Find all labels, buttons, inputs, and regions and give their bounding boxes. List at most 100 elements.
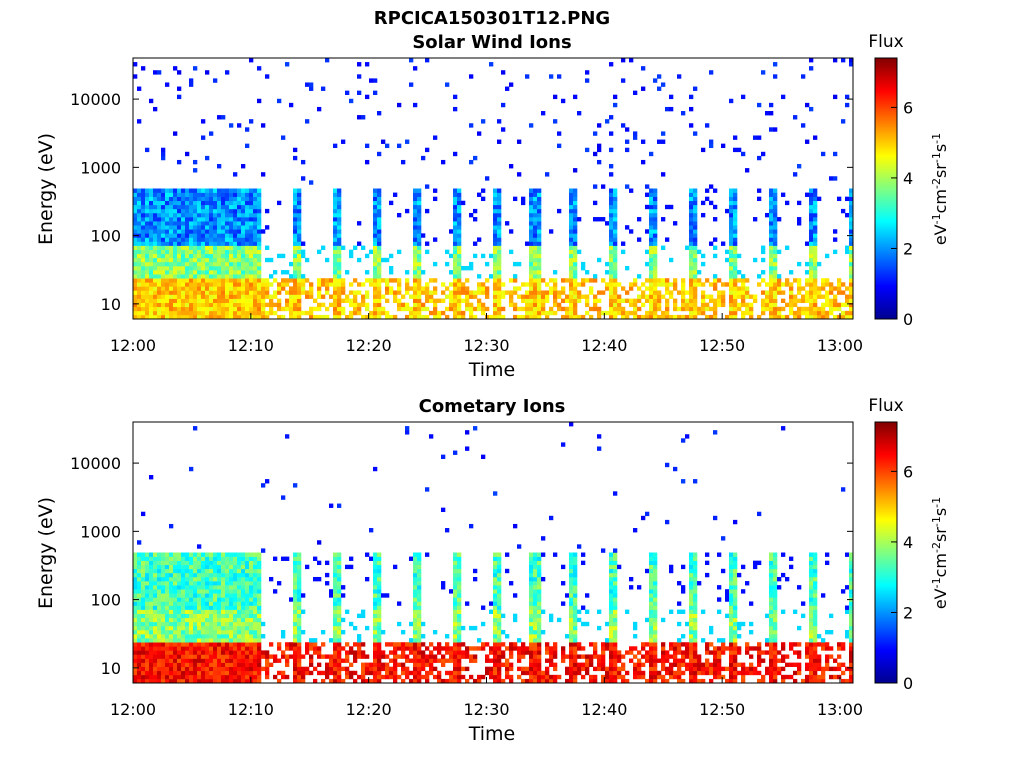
spectrogram-cell <box>161 306 166 312</box>
spectrogram-cell <box>529 605 534 610</box>
spectrogram-cell <box>257 617 262 623</box>
spectrogram-cell <box>833 314 838 320</box>
spectrogram-cell <box>353 302 358 308</box>
spectrogram-cell <box>385 286 390 291</box>
spectrogram-cell <box>317 576 322 582</box>
spectrogram-cell <box>417 278 422 283</box>
spectrogram-cell <box>797 200 802 206</box>
spectrogram-cell <box>653 192 658 197</box>
spectrogram-cell <box>537 217 542 222</box>
x-tick-label: 12:30 <box>463 336 509 355</box>
spectrogram-cell <box>661 217 666 222</box>
spectrogram-cell <box>185 257 190 263</box>
spectrogram-cell <box>457 298 462 303</box>
spectrogram-cell <box>529 581 534 586</box>
spectrogram-cell <box>257 314 262 320</box>
spectrogram-cell <box>433 674 438 680</box>
spectrogram-cell <box>213 670 218 676</box>
spectrogram-cell <box>809 212 814 218</box>
spectrogram-cell <box>177 286 182 291</box>
spectrogram-cell <box>141 257 146 263</box>
spectrogram-cell <box>721 241 726 246</box>
spectrogram-cell <box>225 597 230 602</box>
spectrogram-cell <box>137 585 142 590</box>
spectrogram-cell <box>225 282 230 287</box>
spectrogram-cell <box>145 265 150 271</box>
spectrogram-cell <box>457 589 462 594</box>
spectrogram-cell <box>185 564 190 570</box>
spectrogram-cell <box>457 192 462 197</box>
spectrogram-cell <box>609 200 614 206</box>
spectrogram-cell <box>245 617 250 623</box>
spectrogram-cell <box>337 245 342 250</box>
spectrogram-cell <box>693 225 698 230</box>
spectrogram-cell <box>529 225 534 230</box>
spectrogram-cell <box>313 650 318 655</box>
spectrogram-cell <box>577 282 582 287</box>
spectrogram-cell <box>573 274 578 279</box>
spectrogram-cell <box>377 678 382 684</box>
spectrogram-cell <box>141 290 146 295</box>
spectrogram-cell <box>241 564 246 570</box>
spectrogram-cell <box>185 249 190 255</box>
spectrogram-cell <box>209 678 214 684</box>
spectrogram-cell <box>445 286 450 291</box>
spectrogram-cell <box>337 658 342 663</box>
spectrogram-cell <box>305 666 310 672</box>
spectrogram-cell <box>357 634 362 639</box>
spectrogram-cell <box>253 221 258 226</box>
spectrogram-cell <box>809 192 814 197</box>
spectrogram-cell <box>217 310 222 316</box>
spectrogram-cell <box>405 208 410 214</box>
spectrogram-cell <box>533 196 538 202</box>
spectrogram-cell <box>849 217 854 222</box>
spectrogram-cell <box>413 568 418 574</box>
spectrogram-cell <box>493 576 498 582</box>
spectrogram-cell <box>329 294 334 299</box>
spectrogram-cell <box>729 298 734 303</box>
spectrogram-cell <box>229 678 234 684</box>
spectrogram-cell <box>185 192 190 197</box>
spectrogram-cell <box>249 597 254 602</box>
spectrogram-cell <box>573 278 578 283</box>
spectrogram-cell <box>265 245 270 250</box>
spectrogram-cell <box>453 609 458 614</box>
spectrogram-cell <box>165 241 170 246</box>
spectrogram-cell <box>181 593 186 598</box>
spectrogram-cell <box>769 225 774 230</box>
spectrogram-cell <box>197 274 202 279</box>
spectrogram-cell <box>509 674 514 680</box>
spectrogram-cell <box>153 597 158 602</box>
spectrogram-cell <box>257 678 262 684</box>
spectrogram-cell <box>161 662 166 667</box>
spectrogram-cell <box>149 208 154 214</box>
spectrogram-cell <box>425 552 430 557</box>
spectrogram-cell <box>373 552 378 557</box>
spectrogram-cell <box>193 674 198 680</box>
spectrogram-cell <box>177 638 182 643</box>
spectrogram-cell <box>233 212 238 218</box>
spectrogram-cell <box>153 188 158 193</box>
spectrogram-cell <box>801 306 806 312</box>
spectrogram-cell <box>841 314 846 320</box>
spectrogram-cell <box>681 306 686 312</box>
spectrogram-cell <box>413 650 418 655</box>
spectrogram-cell <box>297 670 302 676</box>
spectrogram-cell <box>157 593 162 598</box>
spectrogram-cell <box>133 62 138 67</box>
spectrogram-cell <box>169 593 174 598</box>
spectrogram-cell <box>441 454 446 460</box>
spectrogram-cell <box>293 572 298 578</box>
spectrogram-cell <box>609 257 614 263</box>
spectrogram-cell <box>493 298 498 303</box>
spectrogram-cell <box>373 294 378 299</box>
spectrogram-cell <box>257 200 262 206</box>
spectrogram-cell <box>817 290 822 295</box>
spectrogram-cell <box>253 552 258 557</box>
spectrogram-cell <box>213 257 218 263</box>
spectrogram-cell <box>845 310 850 316</box>
spectrogram-cell <box>141 253 146 259</box>
spectrogram-cell <box>317 249 322 255</box>
spectrogram-cell <box>729 208 734 214</box>
spectrogram-cell <box>465 678 470 684</box>
